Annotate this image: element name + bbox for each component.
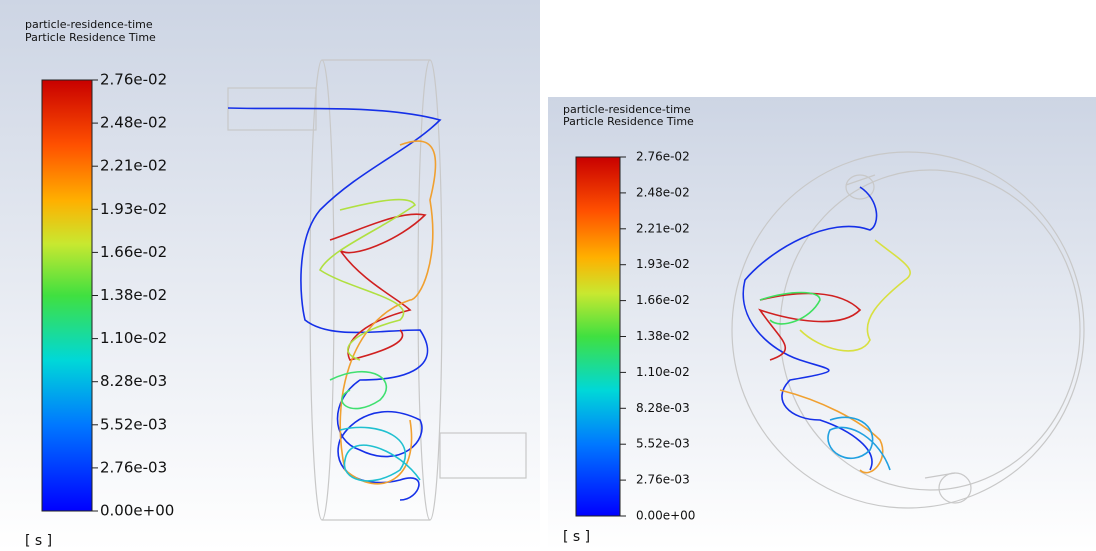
- tick-label: 1.38e-02: [100, 286, 167, 304]
- tick-label: 1.93e-02: [636, 257, 690, 271]
- tick-label: 2.48e-02: [100, 114, 167, 132]
- tick-label: 1.10e-02: [636, 365, 690, 379]
- tick-label: 1.10e-02: [100, 329, 167, 347]
- panel-background: [548, 97, 1096, 551]
- tick-label: 2.76e-02: [636, 150, 690, 164]
- tick-label: 1.93e-02: [100, 200, 167, 218]
- tick-label: 2.76e-03: [100, 458, 167, 476]
- tick-label: 5.52e-03: [100, 415, 167, 433]
- colorbar: [42, 80, 92, 511]
- tick-label: 1.38e-02: [636, 329, 690, 343]
- tick-label: 1.66e-02: [636, 293, 690, 307]
- tick-label: 8.28e-03: [636, 401, 690, 415]
- unit: [ s ]: [563, 529, 590, 545]
- tick-label: 8.28e-03: [100, 372, 167, 390]
- tick-label: 2.76e-03: [636, 473, 690, 487]
- colorbar: [576, 157, 620, 516]
- tick-label: 2.48e-02: [636, 185, 690, 199]
- tick-label: 2.21e-02: [636, 221, 690, 235]
- title: particle-residence-time: [25, 18, 153, 31]
- tick-label: 2.21e-02: [100, 157, 167, 175]
- screenshot: particle-residence-time Particle Residen…: [0, 0, 1096, 551]
- subtitle: Particle Residence Time: [563, 115, 694, 128]
- subtitle: Particle Residence Time: [25, 31, 156, 44]
- unit: [ s ]: [25, 533, 52, 549]
- tick-label: 1.66e-02: [100, 243, 167, 261]
- tick-label: 0.00e+00: [100, 502, 174, 520]
- tick-label: 5.52e-03: [636, 437, 690, 451]
- tick-label: 2.76e-02: [100, 71, 167, 89]
- tick-label: 0.00e+00: [636, 509, 695, 523]
- page: particle-residence-time Particle Residen…: [0, 0, 1096, 551]
